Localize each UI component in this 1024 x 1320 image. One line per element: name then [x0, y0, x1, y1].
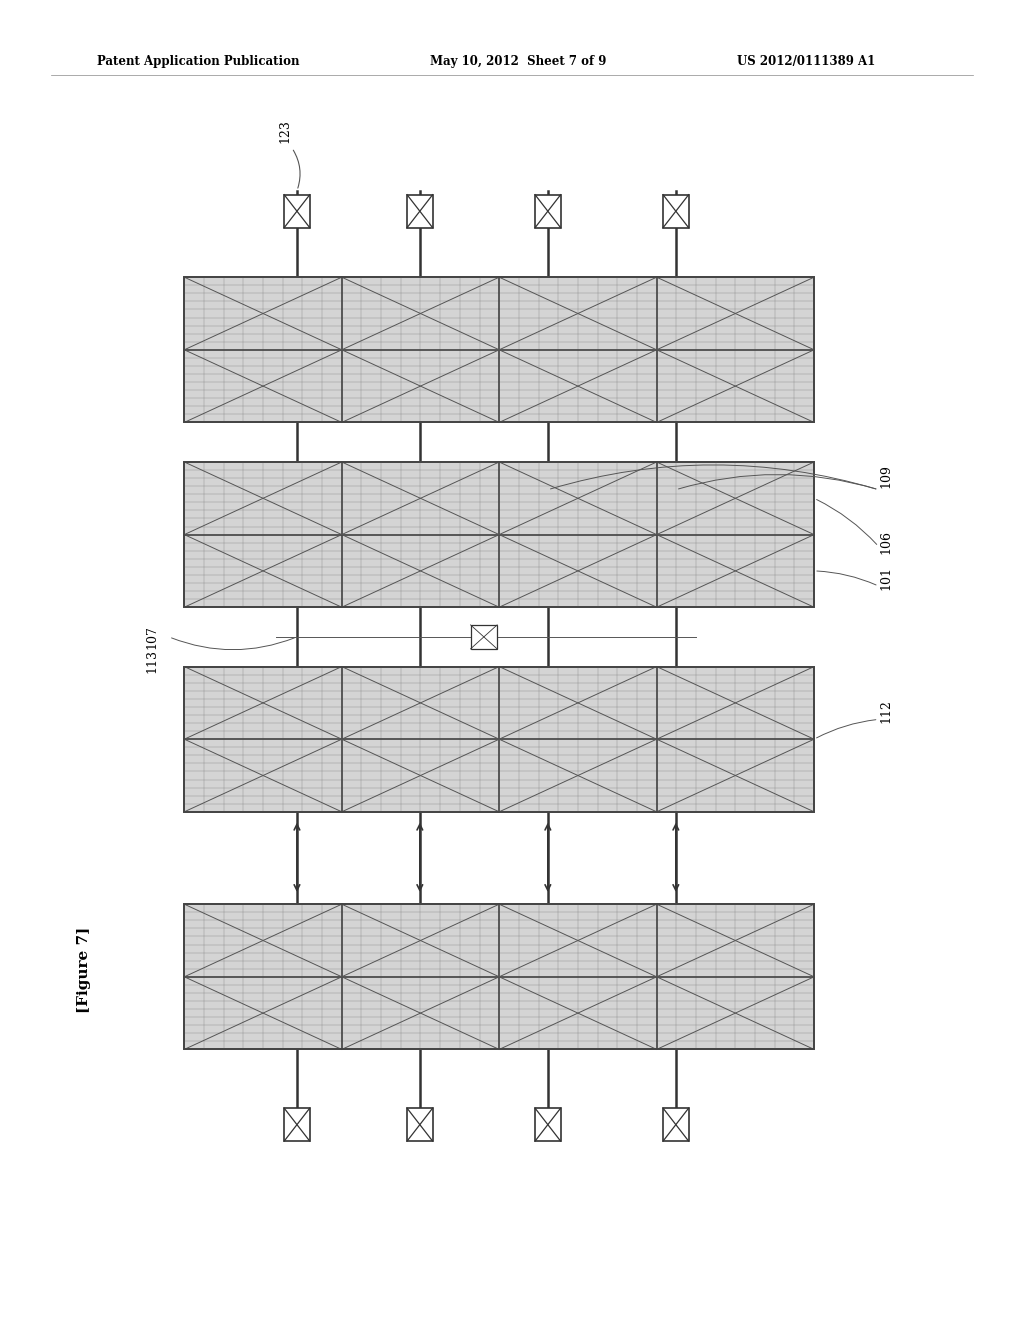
Bar [184, 904, 814, 1049]
Bar [536, 1109, 561, 1140]
Text: [Figure 7]: [Figure 7] [77, 927, 91, 1014]
Text: 113: 113 [145, 649, 158, 673]
Text: 107: 107 [145, 626, 158, 649]
Bar [184, 462, 814, 607]
Bar [184, 277, 814, 422]
Bar [184, 667, 814, 812]
Text: 101: 101 [880, 566, 892, 590]
Bar [407, 195, 432, 227]
Text: 106: 106 [880, 531, 892, 554]
Bar [184, 667, 814, 812]
Bar [407, 1109, 432, 1140]
Bar [664, 1109, 689, 1140]
Text: 123: 123 [279, 119, 291, 143]
Text: US 2012/0111389 A1: US 2012/0111389 A1 [737, 55, 876, 69]
Bar [184, 462, 814, 607]
Text: 109: 109 [880, 465, 892, 488]
Bar [284, 195, 309, 227]
Text: May 10, 2012  Sheet 7 of 9: May 10, 2012 Sheet 7 of 9 [430, 55, 606, 69]
Bar [184, 904, 814, 1049]
Bar [184, 277, 814, 422]
Text: 112: 112 [880, 700, 892, 723]
Bar [664, 195, 689, 227]
Bar [536, 195, 561, 227]
Bar [471, 624, 498, 649]
Text: Patent Application Publication: Patent Application Publication [97, 55, 300, 69]
Bar [284, 1109, 309, 1140]
